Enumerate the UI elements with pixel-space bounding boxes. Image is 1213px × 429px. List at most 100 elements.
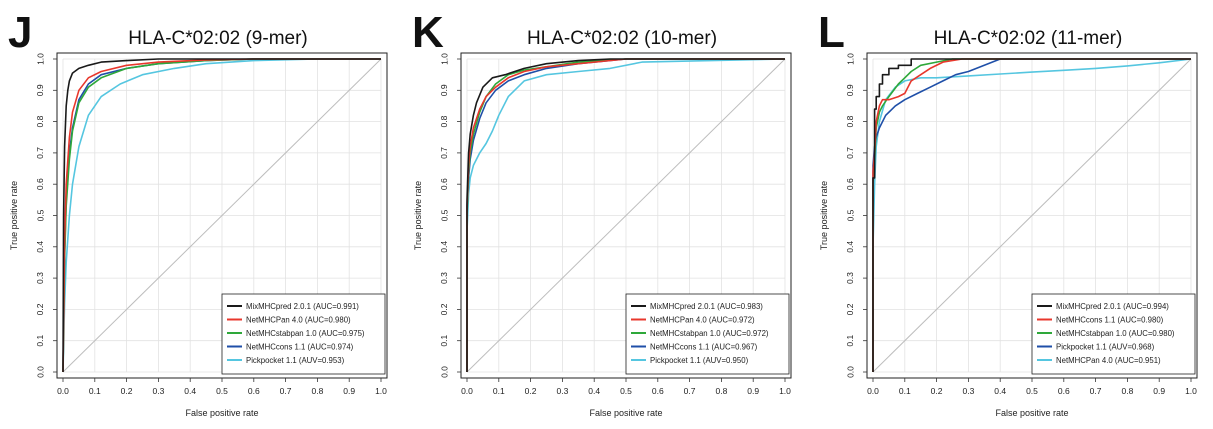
legend: MixMHCpred 2.0.1 (AUC=0.983) NetMHCPan 4.… — [626, 294, 789, 374]
chart-title: HLA-C*02:02 (9-mer) — [128, 28, 308, 49]
y-tick-label: 0.2 — [845, 303, 855, 315]
legend-label: Pickpocket 1.1 (AUV=0.950) — [650, 356, 749, 365]
y-tick-label: 1.0 — [439, 53, 449, 65]
y-tick-label: 0.3 — [845, 272, 855, 284]
chart-panel-k: K HLA-C*02:02 (10-mer)0.0 0.1 0.2 0.3 0.4 0.5 0… — [412, 8, 791, 418]
legend-label: NetMHCPan 4.0 (AUC=0.972) — [650, 316, 755, 325]
x-tick-label: 0.5 — [1026, 386, 1038, 396]
y-tick-label: 0.4 — [439, 241, 449, 253]
y-tick-label: 0.3 — [439, 272, 449, 284]
y-axis: 0.0 0.1 0.2 0.3 0.4 0.5 0.6 0.7 0.8 0.9 1.0 — [439, 53, 461, 378]
y-tick-label: 0.6 — [439, 178, 449, 190]
x-tick-label: 1.0 — [779, 386, 791, 396]
y-tick-label: 0.7 — [845, 147, 855, 159]
y-tick-label: 0.1 — [439, 335, 449, 347]
x-tick-label: 0.1 — [899, 386, 911, 396]
y-axis-label: True positive rate — [413, 181, 423, 250]
legend: MixMHCpred 2.0.1 (AUC=0.991) NetMHCPan 4.… — [222, 294, 385, 374]
legend-label: MixMHCpred 2.0.1 (AUC=0.983) — [650, 302, 763, 311]
y-tick-label: 0.1 — [35, 335, 45, 347]
y-tick-label: 0.6 — [35, 178, 45, 190]
y-tick-label: 0.5 — [845, 209, 855, 221]
x-tick-label: 0.5 — [620, 386, 632, 396]
y-tick-label: 0.4 — [845, 241, 855, 253]
x-tick-label: 0.3 — [556, 386, 568, 396]
legend-label: NetMHCstabpan 1.0 (AUC=0.975) — [246, 329, 365, 338]
y-tick-label: 0.0 — [845, 366, 855, 378]
x-tick-label: 0.9 — [747, 386, 759, 396]
x-tick-label: 0.7 — [280, 386, 292, 396]
x-tick-label: 0.6 — [652, 386, 664, 396]
x-tick-label: 0.4 — [184, 386, 196, 396]
chart-title: HLA-C*02:02 (11-mer) — [934, 28, 1123, 49]
x-tick-label: 0.7 — [684, 386, 696, 396]
chart-panel-j: J HLA-C*02:02 (9-mer)0.0 0.1 0.2 0.3 0.4 0.5 0.… — [8, 8, 387, 418]
legend-label: NetMHCPan 4.0 (AUC=0.951) — [1056, 356, 1161, 365]
x-axis-label: False positive rate — [185, 408, 258, 418]
x-tick-label: 0.4 — [994, 386, 1006, 396]
y-tick-label: 0.9 — [439, 84, 449, 96]
y-tick-label: 0.6 — [845, 178, 855, 190]
x-axis: 0.0 0.1 0.2 0.3 0.4 0.5 0.6 0.7 0.8 0.9 1.0 — [461, 378, 791, 396]
y-tick-label: 0.8 — [845, 115, 855, 127]
y-tick-label: 0.7 — [35, 147, 45, 159]
y-axis-label: True positive rate — [9, 181, 19, 250]
y-axis-label: True positive rate — [819, 181, 829, 250]
legend-label: NetMHCstabpan 1.0 (AUC=0.980) — [1056, 329, 1175, 338]
legend-label: NetMHCcons 1.1 (AUC=0.967) — [650, 343, 758, 352]
x-axis: 0.0 0.1 0.2 0.3 0.4 0.5 0.6 0.7 0.8 0.9 1.0 — [57, 378, 387, 396]
x-tick-label: 0.9 — [343, 386, 355, 396]
x-tick-label: 0.2 — [931, 386, 943, 396]
y-tick-label: 0.0 — [439, 366, 449, 378]
y-axis: 0.0 0.1 0.2 0.3 0.4 0.5 0.6 0.7 0.8 0.9 1.0 — [845, 53, 867, 378]
y-tick-label: 0.4 — [35, 241, 45, 253]
legend-label: MixMHCpred 2.0.1 (AUC=0.991) — [246, 302, 359, 311]
chart-panel-l: L HLA-C*02:02 (11-mer) 0.0 0.1 0.2 0.3 0.4 0.5 0… — [818, 8, 1197, 418]
x-tick-label: 0.0 — [867, 386, 879, 396]
x-tick-label: 0.1 — [89, 386, 101, 396]
x-tick-label: 0.0 — [461, 386, 473, 396]
x-tick-label: 0.6 — [1058, 386, 1070, 396]
legend-label: Pickpocket 1.1 (AUV=0.968) — [1056, 343, 1155, 352]
x-tick-label: 0.1 — [493, 386, 505, 396]
y-tick-label: 0.5 — [35, 209, 45, 221]
y-axis: 0.0 0.1 0.2 0.3 0.4 0.5 0.6 0.7 0.8 0.9 1.0 — [35, 53, 57, 378]
x-tick-label: 1.0 — [1185, 386, 1197, 396]
y-tick-label: 0.1 — [845, 335, 855, 347]
legend-label: Pickpocket 1.1 (AUV=0.953) — [246, 356, 345, 365]
x-axis-label: False positive rate — [995, 408, 1068, 418]
x-axis: 0.0 0.1 0.2 0.3 0.4 0.5 0.6 0.7 0.8 0.9 1.0 — [867, 378, 1197, 396]
legend-label: NetMHCcons 1.1 (AUC=0.974) — [246, 343, 354, 352]
y-tick-label: 1.0 — [35, 53, 45, 65]
y-tick-label: 0.3 — [35, 272, 45, 284]
legend-label: MixMHCpred 2.0.1 (AUC=0.994) — [1056, 302, 1169, 311]
panel-letter: J — [8, 8, 32, 57]
x-tick-label: 0.3 — [152, 386, 164, 396]
x-tick-label: 0.2 — [525, 386, 537, 396]
y-tick-label: 0.7 — [439, 147, 449, 159]
x-tick-label: 0.4 — [588, 386, 600, 396]
x-tick-label: 0.8 — [311, 386, 323, 396]
x-tick-label: 0.2 — [121, 386, 133, 396]
y-tick-label: 0.9 — [35, 84, 45, 96]
y-tick-label: 0.8 — [35, 115, 45, 127]
x-tick-label: 1.0 — [375, 386, 387, 396]
x-tick-label: 0.8 — [1121, 386, 1133, 396]
legend-label: NetMHCPan 4.0 (AUC=0.980) — [246, 316, 351, 325]
chart-title: HLA-C*02:02 (10-mer) — [527, 28, 717, 49]
legend-label: NetMHCstabpan 1.0 (AUC=0.972) — [650, 329, 769, 338]
x-tick-label: 0.5 — [216, 386, 228, 396]
legend-label: NetMHCcons 1.1 (AUC=0.980) — [1056, 316, 1164, 325]
panel-letter: K — [412, 8, 444, 57]
x-tick-label: 0.0 — [57, 386, 69, 396]
y-tick-label: 1.0 — [845, 53, 855, 65]
y-tick-label: 0.2 — [35, 303, 45, 315]
x-tick-label: 0.8 — [715, 386, 727, 396]
y-tick-label: 0.8 — [439, 115, 449, 127]
y-tick-label: 0.0 — [35, 366, 45, 378]
panel-letter: L — [818, 8, 845, 57]
x-tick-label: 0.7 — [1090, 386, 1102, 396]
y-tick-label: 0.5 — [439, 209, 449, 221]
x-axis-label: False positive rate — [589, 408, 662, 418]
